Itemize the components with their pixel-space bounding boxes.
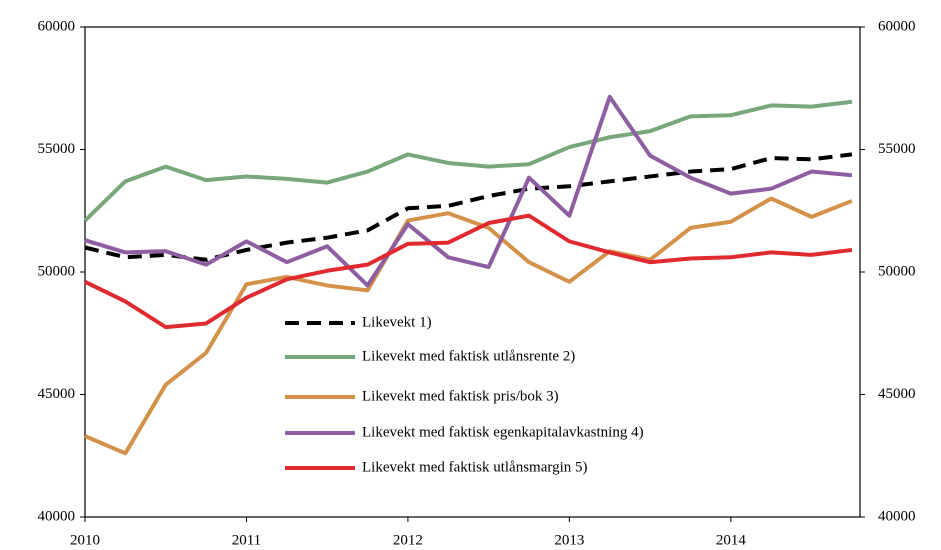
legend-label: Likevekt med faktisk utlånsmargin 5) xyxy=(362,459,588,475)
legend-label: Likevekt med faktisk egenkapitalavkastni… xyxy=(362,424,644,440)
y-tick-label: 55000 xyxy=(38,141,76,157)
x-tick-label: 2010 xyxy=(70,532,100,548)
y2-tick-label: 45000 xyxy=(878,386,916,402)
y-tick-label: 60000 xyxy=(38,18,76,34)
x-tick-label: 2013 xyxy=(554,532,584,548)
series-line xyxy=(84,152,853,262)
x-tick-label: 2012 xyxy=(393,532,423,548)
legend-label: Likevekt med faktisk utlånsrente 2) xyxy=(362,348,575,364)
y-tick-label: 45000 xyxy=(38,386,76,402)
y2-tick-label: 60000 xyxy=(878,18,916,34)
x-tick-label: 2014 xyxy=(716,532,747,548)
y2-tick-label: 40000 xyxy=(878,508,916,524)
x-tick-label: 2011 xyxy=(232,532,261,548)
plot-frame xyxy=(84,26,861,518)
y2-tick-label: 55000 xyxy=(878,141,916,157)
legend-label: Likevekt med faktisk pris/bok 3) xyxy=(362,388,559,404)
legend-label: Likevekt 1) xyxy=(362,314,432,330)
series-line xyxy=(83,99,853,222)
y-tick-label: 40000 xyxy=(38,508,76,524)
series-line xyxy=(84,94,853,288)
y-tick-label: 50000 xyxy=(38,263,76,279)
y2-tick-label: 50000 xyxy=(878,263,916,279)
series-line xyxy=(84,213,853,330)
series-line xyxy=(84,196,853,456)
